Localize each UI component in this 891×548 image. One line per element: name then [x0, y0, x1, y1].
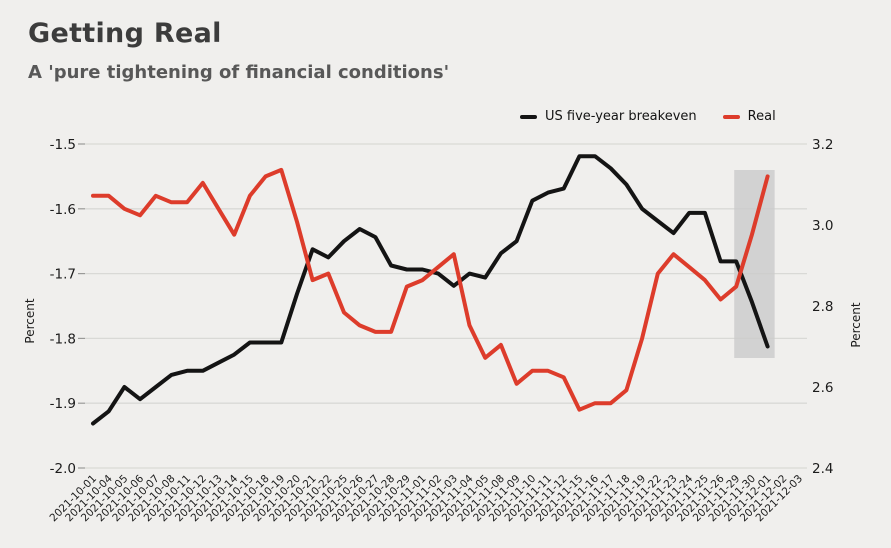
- legend-item-breakeven: US five-year breakeven: [520, 109, 697, 124]
- breakeven-swatch-icon: [520, 114, 537, 119]
- real-swatch-icon: [722, 114, 740, 119]
- left-axis-tick-label: -1.9: [50, 396, 76, 412]
- right-axis-tick-label: 3.0: [812, 218, 833, 234]
- right-axis-tick-label: 2.8: [812, 299, 833, 315]
- page-subtitle: A 'pure tightening of financial conditio…: [28, 62, 450, 83]
- legend-label: US five-year breakeven: [545, 109, 697, 124]
- left-axis-tick-label: -1.8: [50, 331, 76, 347]
- real-line: [91, 167, 770, 412]
- left-axis-tick-label: -1.7: [50, 267, 76, 283]
- highlight-band: [734, 170, 775, 358]
- right-axis-title: Percent: [849, 302, 863, 347]
- legend-label: Real: [747, 109, 776, 124]
- right-axis-tick-label: 2.4: [812, 461, 833, 477]
- legend: US five-year breakeven Real: [520, 109, 776, 124]
- right-axis-tick-label: 2.6: [812, 380, 833, 396]
- left-axis-title: Percent: [23, 298, 37, 343]
- page-title: Getting Real: [28, 18, 222, 49]
- right-axis-tick-label: 3.2: [812, 137, 833, 153]
- left-axis-tick-label: -1.6: [50, 202, 76, 218]
- left-axis-tick-label: -2.0: [50, 461, 76, 477]
- legend-item-real: Real: [722, 109, 776, 124]
- left-axis-tick-label: -1.5: [50, 137, 76, 153]
